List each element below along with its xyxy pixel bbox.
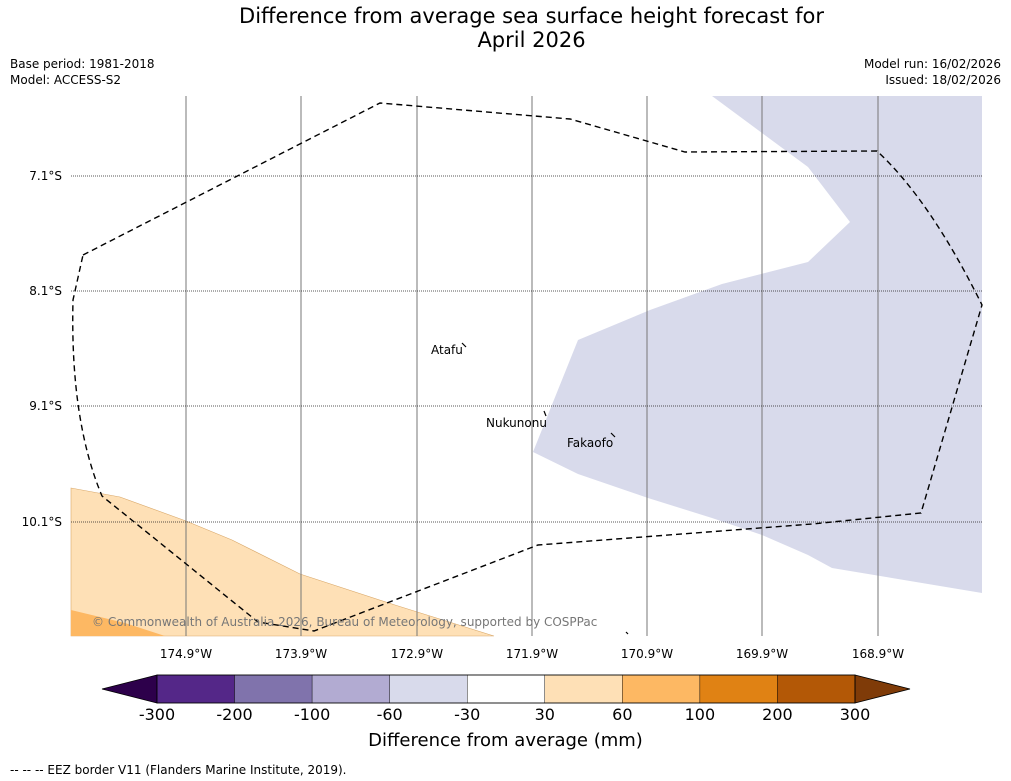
colorbar-tick-label: -300 <box>138 705 176 724</box>
issued-date: Issued: 18/02/2026 <box>885 73 1001 87</box>
colorbar-bin <box>156 674 235 704</box>
anomaly-region-30-60 <box>70 487 495 637</box>
colorbar-bin <box>544 674 623 704</box>
chart-title: Difference from average sea surface heig… <box>0 4 1011 52</box>
lat-label: 10.1°S <box>21 515 62 529</box>
lon-label: 171.9°W <box>505 647 559 661</box>
colorbar-tick-label: 300 <box>839 705 871 724</box>
meta-left: Base period: 1981-2018 Model: ACCESS-S2 <box>10 56 155 88</box>
lon-label: 172.9°W <box>390 647 444 661</box>
meta-right: Model run: 16/02/2026 Issued: 18/02/2026 <box>864 56 1001 88</box>
lat-label: 8.1°S <box>29 284 62 298</box>
copyright-notice: © Commonwealth of Australia 2026, Bureau… <box>92 615 598 629</box>
colorbar-tick-label: 100 <box>684 705 716 724</box>
colorbar-bin <box>777 674 856 704</box>
place-nukunonu: Nukunonu <box>486 416 547 430</box>
colorbar-tick-label: -200 <box>216 705 253 724</box>
colorbar-bin <box>622 674 701 704</box>
colorbar-bin <box>699 674 778 704</box>
colorbar-bin <box>389 674 468 704</box>
colorbar-tick-label: 200 <box>762 705 793 724</box>
model-name: Model: ACCESS-S2 <box>10 73 122 87</box>
place-fakaofo: Fakaofo <box>567 436 614 450</box>
lat-label: 9.1°S <box>29 399 62 413</box>
colorbar-tick-label: -30 <box>454 705 481 724</box>
nukunonu-island-mark <box>543 410 547 417</box>
eez-border <box>72 102 983 632</box>
model-run: Model run: 16/02/2026 <box>863 57 1001 71</box>
colorbar-bin <box>234 674 313 704</box>
anomaly-region-minus60-minus30 <box>533 96 982 593</box>
atafu-island-mark <box>461 342 467 348</box>
fakaofo-island-mark <box>610 432 616 438</box>
lon-label: 170.9°W <box>620 647 674 661</box>
anomaly-region-60-100 <box>71 610 165 636</box>
lat-label: 7.1°S <box>29 169 62 183</box>
lon-label: 168.9°W <box>851 647 905 661</box>
title-line-2: April 2026 <box>477 28 586 52</box>
colorbar-frame <box>156 674 856 704</box>
title-line-1: Difference from average sea surface heig… <box>239 4 824 28</box>
colorbar-bin <box>311 674 390 704</box>
colorbar-extend-min <box>101 674 158 704</box>
lon-label: 169.9°W <box>735 647 789 661</box>
colorbar-tick-label: 30 <box>534 705 555 724</box>
colorbar-tick-label: -100 <box>293 705 331 724</box>
swains-island-mark <box>625 631 629 635</box>
colorbar-bin <box>467 674 545 704</box>
colorbar-extend-max <box>854 674 911 704</box>
colorbar-tick-label: -60 <box>376 705 403 724</box>
colorbar-label: Difference from average (mm) <box>368 730 643 751</box>
base-period: Base period: 1981-2018 <box>10 57 155 71</box>
longitude-gridlines <box>185 96 879 636</box>
colorbar-tick-label: 60 <box>612 705 633 724</box>
lon-label: 173.9°W <box>274 647 328 661</box>
colorbar <box>101 674 911 704</box>
place-atafu: Atafu <box>431 343 463 357</box>
lon-label: 174.9°W <box>159 647 213 661</box>
eez-legend: -- -- -- EEZ border V11 (Flanders Marine… <box>10 763 347 777</box>
